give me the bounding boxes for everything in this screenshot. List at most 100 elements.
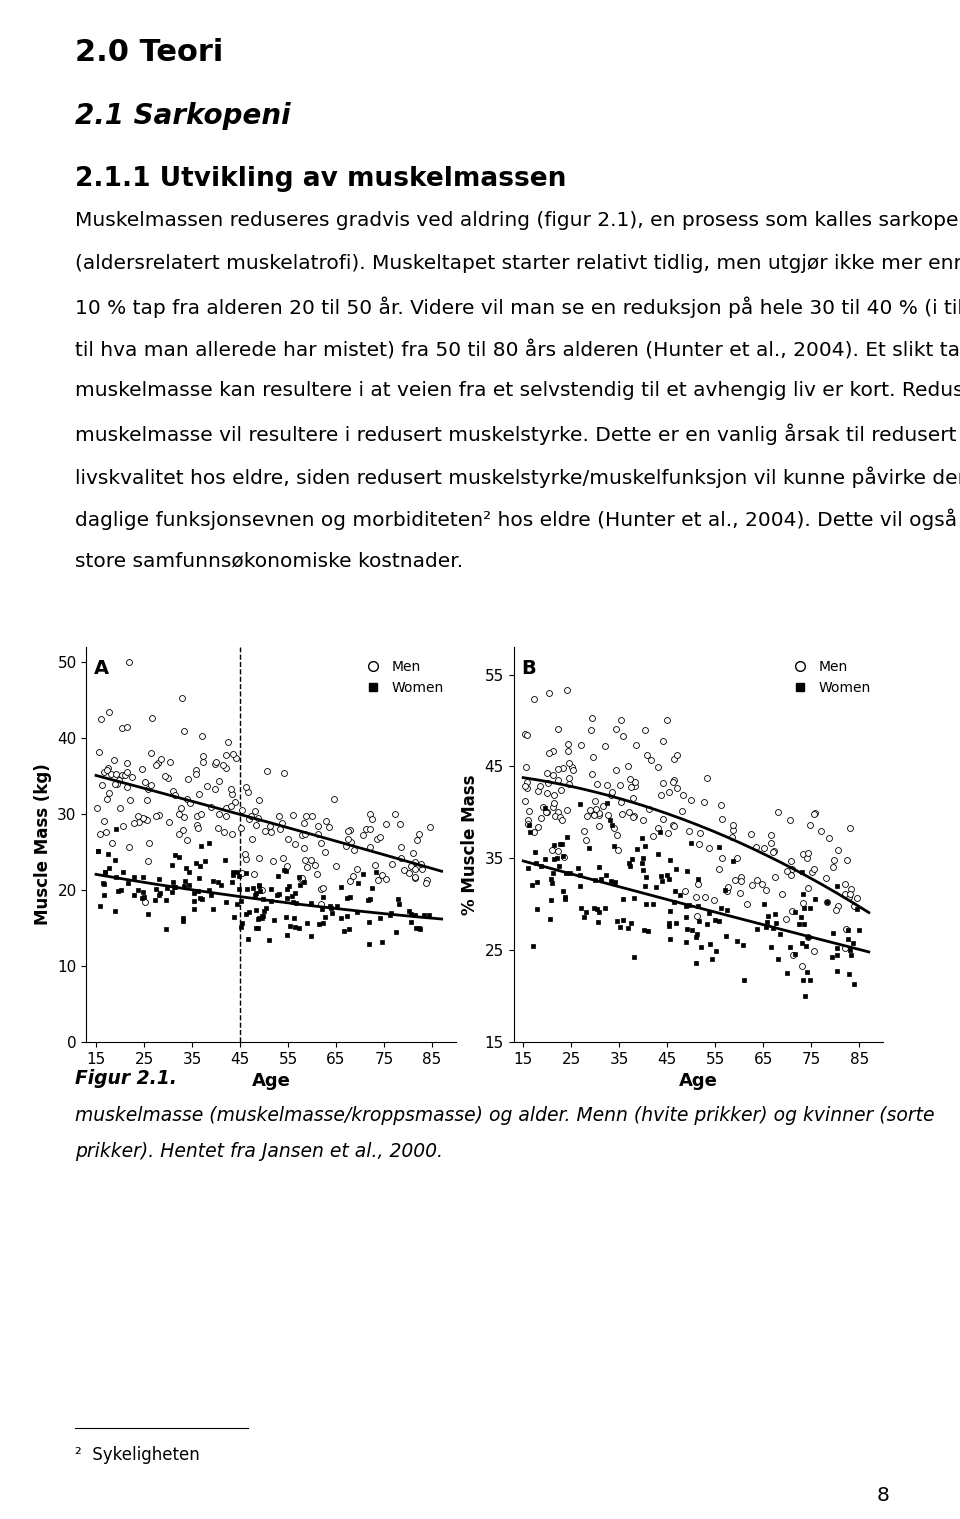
Point	[141, 778, 156, 802]
Point	[194, 887, 209, 911]
Point	[526, 820, 541, 845]
Point	[211, 769, 227, 793]
Point	[403, 910, 419, 934]
Point	[550, 717, 565, 741]
Point	[405, 840, 420, 864]
Point	[576, 819, 591, 843]
Point	[702, 901, 717, 925]
Text: Figur 2.1.: Figur 2.1.	[75, 1069, 177, 1089]
Point	[556, 878, 571, 902]
Point	[638, 892, 654, 916]
Point	[521, 799, 537, 823]
Point	[794, 860, 809, 884]
Point	[243, 804, 258, 828]
Point	[339, 904, 354, 928]
Point	[281, 873, 297, 898]
Point	[313, 892, 328, 916]
Point	[117, 763, 132, 787]
Point	[847, 972, 862, 996]
Point	[394, 835, 409, 860]
Point	[636, 808, 651, 832]
Point	[228, 746, 244, 770]
Point	[626, 945, 641, 969]
Point	[603, 869, 618, 893]
Point	[251, 907, 266, 931]
Point	[122, 834, 137, 858]
Point	[90, 838, 106, 863]
Point	[135, 866, 151, 890]
Point	[122, 788, 137, 813]
Point	[252, 872, 267, 896]
Point	[825, 945, 840, 969]
Point	[90, 838, 106, 863]
Point	[636, 857, 651, 881]
Point	[262, 814, 277, 838]
Point	[669, 776, 684, 801]
Legend: Men, Women: Men, Women	[353, 655, 449, 700]
Point	[543, 867, 559, 892]
Point	[819, 890, 834, 914]
Point	[688, 884, 704, 908]
Point	[303, 890, 319, 914]
Point	[392, 813, 407, 837]
Point	[801, 842, 816, 866]
Point	[108, 772, 124, 796]
Point	[597, 734, 612, 758]
Point	[587, 867, 602, 892]
Point	[518, 723, 534, 747]
Point	[193, 802, 208, 826]
Point	[717, 878, 732, 902]
Point	[794, 954, 809, 978]
Point	[251, 807, 266, 831]
Point	[216, 820, 231, 845]
Point	[586, 802, 601, 826]
Point	[604, 779, 619, 804]
Point	[625, 785, 640, 810]
Point	[287, 914, 302, 939]
Point	[246, 861, 261, 886]
Point	[607, 834, 622, 858]
Point	[838, 881, 853, 905]
Point	[533, 854, 548, 878]
Point	[136, 884, 152, 908]
Point	[310, 861, 325, 886]
Point	[318, 808, 333, 832]
Point	[806, 939, 822, 963]
Text: Muskelmassen reduseres gradvis ved aldring (figur 2.1), en prosess som kalles sa: Muskelmassen reduseres gradvis ved aldri…	[75, 211, 960, 231]
Text: prikker). Hentet fra Jansen et al., 2000.: prikker). Hentet fra Jansen et al., 2000…	[75, 1142, 443, 1162]
Point	[350, 872, 366, 896]
Point	[144, 706, 159, 731]
Point	[189, 813, 204, 837]
Point	[218, 756, 233, 781]
Point	[149, 804, 164, 828]
Point	[837, 872, 852, 896]
Point	[739, 892, 755, 916]
Point	[627, 773, 642, 797]
Text: 2.1 Sarkopeni: 2.1 Sarkopeni	[75, 102, 291, 129]
Point	[295, 866, 310, 890]
Point	[661, 911, 677, 936]
Point	[370, 826, 385, 851]
Point	[89, 796, 105, 820]
Point	[312, 911, 327, 936]
Point	[219, 743, 234, 767]
Point	[276, 846, 291, 870]
Point	[139, 808, 155, 832]
Point	[152, 883, 167, 907]
Point	[349, 857, 365, 881]
Point	[699, 911, 714, 936]
Point	[202, 878, 217, 902]
Point	[639, 743, 655, 767]
Point	[286, 804, 301, 828]
Point	[837, 936, 852, 960]
Point	[559, 825, 574, 849]
Point	[193, 886, 208, 910]
Point	[581, 835, 596, 860]
Point	[645, 892, 660, 916]
Point	[733, 864, 749, 889]
Point	[177, 805, 192, 829]
Point	[96, 872, 111, 896]
Point	[186, 889, 202, 913]
Point	[767, 838, 782, 863]
Point	[636, 718, 652, 743]
